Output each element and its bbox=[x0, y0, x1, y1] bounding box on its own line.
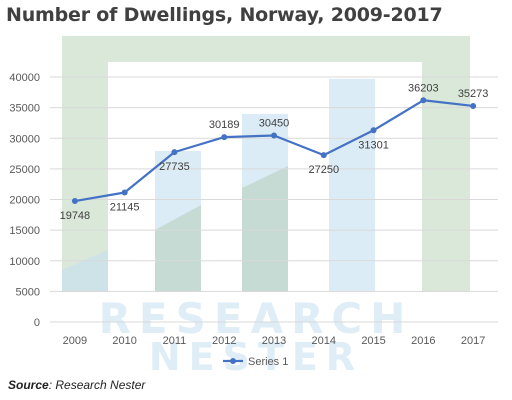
data-point bbox=[271, 132, 277, 139]
data-point bbox=[320, 152, 327, 159]
watermark-bar bbox=[329, 79, 375, 292]
y-tick-label: 0 bbox=[34, 317, 40, 329]
x-tick-label: 2010 bbox=[112, 335, 136, 347]
legend-label: Series 1 bbox=[248, 356, 288, 368]
y-tick-label: 25000 bbox=[9, 164, 40, 176]
x-tick-label: 2016 bbox=[411, 335, 435, 347]
data-point bbox=[420, 97, 427, 104]
series-group bbox=[71, 97, 477, 205]
watermark-bar bbox=[155, 151, 201, 292]
x-tick-label: 2012 bbox=[212, 335, 236, 347]
data-label: 27735 bbox=[159, 161, 190, 173]
source-text: Research Nester bbox=[55, 378, 146, 392]
watermark-wedge bbox=[155, 205, 201, 292]
data-label: 21145 bbox=[110, 201, 140, 213]
y-tick-label: 30000 bbox=[9, 133, 40, 145]
x-tick-label: 2013 bbox=[262, 335, 286, 347]
x-tick-label: 2009 bbox=[63, 335, 87, 347]
y-tick-label: 40000 bbox=[9, 72, 40, 84]
x-tick-label: 2017 bbox=[461, 335, 485, 347]
data-point bbox=[370, 127, 377, 134]
y-tick-label: 35000 bbox=[9, 103, 40, 115]
data-labels: 19748 21145 27735 30189 30450 27250 31301 36203… bbox=[60, 82, 489, 222]
watermark-bar bbox=[242, 114, 288, 292]
y-tick-label: 5000 bbox=[16, 286, 40, 298]
legend: Series 1 bbox=[223, 356, 288, 368]
data-label: 19748 bbox=[60, 210, 91, 222]
y-tick-label: 10000 bbox=[9, 256, 40, 268]
data-label: 30189 bbox=[209, 119, 240, 131]
y-axis-ticks: 0 5000 10000 15000 20000 25000 30000 35000 40000 bbox=[9, 72, 40, 329]
x-tick-label: 2015 bbox=[361, 335, 385, 347]
data-point bbox=[121, 189, 128, 196]
data-point bbox=[71, 198, 78, 205]
watermark-wedge bbox=[242, 166, 288, 292]
x-tick-label: 2014 bbox=[312, 335, 336, 347]
x-tick-label: 2011 bbox=[163, 335, 187, 347]
x-axis-ticks: 2009 2010 2011 2012 2013 2014 2015 2016 2017 bbox=[63, 335, 486, 347]
source-label: Source bbox=[8, 378, 49, 392]
watermark-text: NESTER bbox=[149, 335, 363, 379]
source-note: Source: Research Nester bbox=[8, 378, 145, 392]
data-label: 36203 bbox=[408, 82, 439, 94]
source-colon: : bbox=[48, 378, 56, 392]
data-label: 31301 bbox=[358, 139, 389, 151]
chart-title: Number of Dwellings, Norway, 2009-2017 bbox=[6, 4, 443, 26]
gridlines bbox=[50, 76, 498, 323]
data-point bbox=[171, 149, 178, 156]
watermark-text: RESEARCH bbox=[99, 294, 414, 343]
y-tick-label: 20000 bbox=[9, 195, 40, 207]
data-label: 30450 bbox=[259, 117, 290, 129]
y-tick-label: 15000 bbox=[9, 225, 40, 237]
data-point bbox=[470, 102, 477, 109]
data-label: 27250 bbox=[308, 164, 339, 176]
legend-swatch-marker bbox=[230, 358, 236, 364]
data-label: 35273 bbox=[458, 88, 489, 100]
data-point bbox=[221, 134, 228, 141]
